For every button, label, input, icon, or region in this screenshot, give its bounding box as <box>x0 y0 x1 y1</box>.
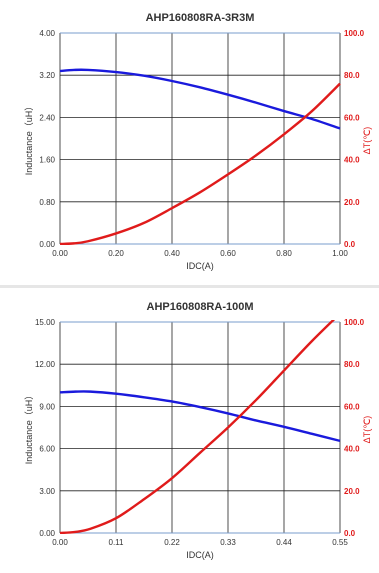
x-axis-label: IDC(A) <box>186 550 214 560</box>
y2-axis-label: ΔT(℃) <box>362 416 372 444</box>
y2-tick-label: 60.0 <box>344 113 360 122</box>
chart-2: AHP160808RA-100M 0.00 0.11 0.22 0.33 0.44 0.55… <box>24 301 372 560</box>
temperature-rise-line <box>60 320 336 534</box>
y2-tick-label: 40.0 <box>344 445 360 454</box>
y2-tick-label: 60.0 <box>344 402 360 411</box>
y2-tick-label: 100.0 <box>344 29 365 38</box>
y-tick-label: 2.40 <box>39 113 55 122</box>
x-tick-label: 0.11 <box>109 538 125 547</box>
y-tick-label: 3.20 <box>39 71 55 80</box>
x-tick-label: 0.80 <box>276 249 292 258</box>
y2-axis-label: ΔT(℃) <box>362 127 372 155</box>
y-tick-label: 0.00 <box>39 240 55 249</box>
chart-panel-1: AHP160808RA-3R3M 0.00 0.20 0.40 0.60 0.80 1.00… <box>0 0 379 284</box>
inductance-line <box>60 390 341 443</box>
temperature-rise-line <box>60 82 341 245</box>
y-axis-label: Inductance（uH） <box>24 391 34 465</box>
x-tick-label: 0.00 <box>52 538 68 547</box>
chart-title: AHP160808RA-100M <box>147 301 254 313</box>
x-tick-label: 0.40 <box>164 249 180 258</box>
y-tick-label: 12.00 <box>35 360 56 369</box>
chart-title: AHP160808RA-3R3M <box>146 12 255 24</box>
y2-tick-label: 80.0 <box>344 71 360 80</box>
y2-tick-label: 80.0 <box>344 360 360 369</box>
y-tick-label: 15.00 <box>35 318 56 327</box>
chart-separator <box>0 285 379 288</box>
x-axis-label: IDC(A) <box>186 261 214 271</box>
x-tick-label: 0.20 <box>108 249 124 258</box>
y2-tick-label: 20.0 <box>344 487 360 496</box>
y2-tick-label: 100.0 <box>344 318 365 327</box>
x-tick-label: 0.33 <box>220 538 236 547</box>
x-tick-label: 0.44 <box>276 538 292 547</box>
x-tick-label: 0.60 <box>220 249 236 258</box>
y-tick-label: 1.60 <box>39 156 55 165</box>
y2-tick-label: 0.0 <box>344 529 356 538</box>
y2-tick-label: 0.0 <box>344 240 356 249</box>
y-tick-label: 9.00 <box>39 402 55 411</box>
y-axis-label: Inductance（uH） <box>24 102 34 176</box>
y-tick-label: 3.00 <box>39 487 55 496</box>
y-tick-label: 6.00 <box>39 445 55 454</box>
chart-1: AHP160808RA-3R3M 0.00 0.20 0.40 0.60 0.80 1.00… <box>24 12 372 271</box>
inductance-line <box>60 68 341 130</box>
x-tick-label: 0.22 <box>164 538 180 547</box>
y2-tick-label: 20.0 <box>344 198 360 207</box>
chart-panel-2: AHP160808RA-100M 0.00 0.11 0.22 0.33 0.44 0.55… <box>0 289 379 573</box>
y-tick-label: 4.00 <box>39 29 55 38</box>
y-tick-label: 0.00 <box>39 529 55 538</box>
y-tick-label: 0.80 <box>39 198 55 207</box>
x-tick-label: 0.55 <box>332 538 348 547</box>
x-tick-label: 1.00 <box>332 249 348 258</box>
y2-tick-label: 40.0 <box>344 156 360 165</box>
x-tick-label: 0.00 <box>52 249 68 258</box>
